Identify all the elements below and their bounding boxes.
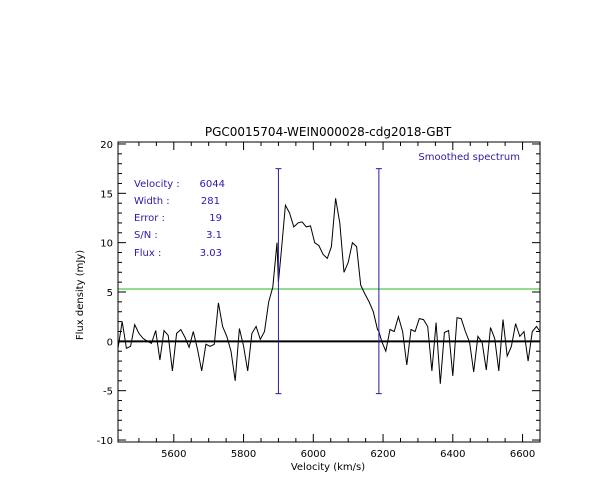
plot-frame <box>117 141 541 443</box>
y-axis-label: Flux density (mJy) <box>75 250 86 340</box>
annotation-label-error: Error : <box>134 213 165 224</box>
annotation-value-sn: 3.1 <box>206 230 222 241</box>
y-tick-label: 10 <box>100 239 113 250</box>
y-tick-label: -10 <box>97 436 113 447</box>
y-tick-label: 0 <box>107 337 113 348</box>
x-tick-label: 5600 <box>161 449 186 460</box>
annotation-value-error: 19 <box>209 213 222 224</box>
y-tick-label: 5 <box>107 288 113 299</box>
chart-title: PGC0015704-WEIN000028-cdg2018-GBT <box>205 125 452 139</box>
annotation-value-flux: 3.03 <box>200 248 222 259</box>
x-tick-label: 6200 <box>370 449 395 460</box>
velocity-marker <box>275 168 282 395</box>
y-tick-label: -5 <box>103 387 113 398</box>
annotation-value-velocity: 6044 <box>200 179 225 190</box>
x-tick-label: 6600 <box>510 449 535 460</box>
annotation-label-sn: S/N : <box>134 230 158 241</box>
axes: 5600 5800 6000 6200 6400 6600 -10 -5 0 5 10 15 20 <box>97 140 541 460</box>
annotation-block: Velocity : 6044 Width : 281 Error : 19 S… <box>134 179 225 259</box>
annotation-value-width: 281 <box>201 196 220 207</box>
velocity-marker <box>375 168 382 395</box>
plot-area <box>117 168 541 395</box>
annotation-label-velocity: Velocity : <box>134 179 180 190</box>
spectrum-line <box>117 198 541 384</box>
x-tick-label: 6400 <box>440 449 465 460</box>
y-tick-label: 20 <box>100 140 113 151</box>
x-axis-label: Velocity (km/s) <box>291 462 365 473</box>
x-tick-label: 6000 <box>301 449 326 460</box>
annotation-label-width: Width : <box>134 196 170 207</box>
x-tick-label: 5800 <box>231 449 256 460</box>
legend-text: Smoothed spectrum <box>418 152 520 163</box>
y-tick-label: 15 <box>100 189 113 200</box>
annotation-label-flux: Flux : <box>134 248 161 259</box>
